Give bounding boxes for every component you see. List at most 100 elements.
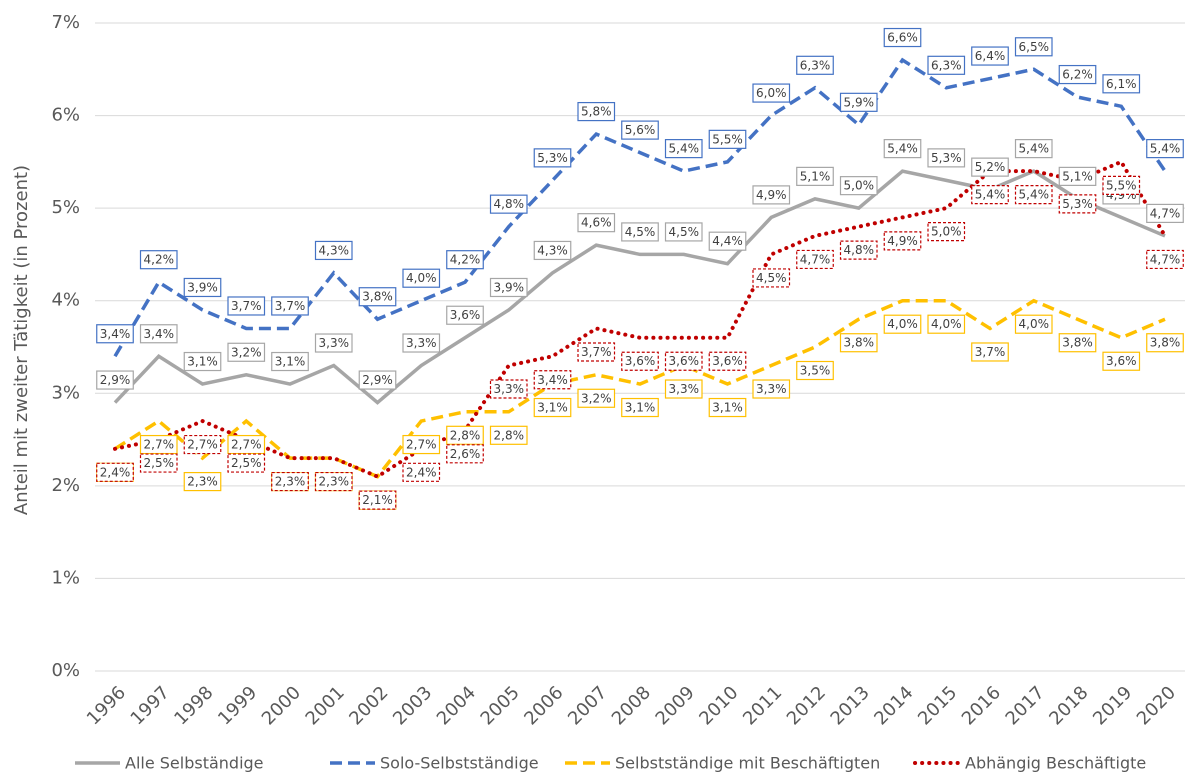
data-label-text: 4,2% <box>144 253 175 267</box>
data-label: 3,7% <box>577 342 616 362</box>
x-tick-label: 2011 <box>739 682 786 729</box>
label-box <box>664 222 703 242</box>
label-box <box>358 287 397 307</box>
data-label-text: 3,6% <box>1106 354 1137 368</box>
data-label-text: 3,5% <box>800 364 831 378</box>
data-label-text: 5,6% <box>625 123 656 137</box>
data-label-text: 5,3% <box>1062 197 1093 211</box>
label-box <box>1014 314 1053 334</box>
data-label: 2,3% <box>271 471 309 492</box>
label-box <box>271 351 309 372</box>
y-tick-label: 4% <box>51 290 80 311</box>
data-label-text: 6,1% <box>1106 77 1137 91</box>
label-box <box>839 240 878 260</box>
label-box <box>402 268 441 288</box>
data-label-text: 5,3% <box>931 151 962 165</box>
label-box <box>752 185 791 205</box>
data-label: 5,3% <box>533 148 572 168</box>
data-label: 3,6% <box>621 351 659 371</box>
data-label-text: 3,7% <box>581 345 612 359</box>
data-label-text: 3,4% <box>144 327 175 341</box>
data-label-text: 6,3% <box>931 58 962 72</box>
data-label: 4,7% <box>1146 249 1184 270</box>
label-box <box>664 351 703 371</box>
legend-label: Solo-Selbstständige <box>380 754 539 773</box>
data-label: 3,3% <box>314 333 353 353</box>
data-label-text: 3,1% <box>712 401 743 415</box>
label-box <box>839 92 878 112</box>
data-label: 2,3% <box>314 471 353 492</box>
data-label-text: 5,4% <box>669 142 700 156</box>
label-box <box>927 148 966 168</box>
y-tick-label: 1% <box>51 567 80 588</box>
data-label: 6,3% <box>796 55 834 75</box>
data-label-text: 2,8% <box>494 428 525 442</box>
data-label-text: 3,8% <box>362 290 393 304</box>
label-box <box>139 324 178 344</box>
data-label-text: 4,0% <box>1019 317 1050 331</box>
label-box <box>1146 203 1184 224</box>
x-tick-label: 1999 <box>214 682 261 729</box>
data-label-text: 5,5% <box>712 132 743 146</box>
data-label-text: 4,0% <box>887 317 918 331</box>
legend-label: Alle Selbständige <box>125 754 264 773</box>
data-label: 4,8% <box>489 194 528 214</box>
data-label-text: 5,5% <box>1106 178 1137 192</box>
data-label: 2,7% <box>183 434 222 455</box>
label-box <box>752 379 791 399</box>
label-box <box>1102 351 1141 371</box>
label-box <box>1014 139 1053 159</box>
data-label-text: 3,4% <box>100 327 131 341</box>
label-box <box>752 83 791 103</box>
data-label: 3,1% <box>621 397 659 418</box>
data-label: 5,5% <box>1102 175 1141 195</box>
x-tick-label: 2020 <box>1133 682 1180 729</box>
data-label-text: 4,7% <box>800 252 831 266</box>
data-label-text: 5,9% <box>844 95 875 109</box>
series-line <box>114 298 1166 479</box>
data-label: 5,0% <box>839 176 878 196</box>
label-box <box>533 148 572 168</box>
data-label: 4,8% <box>839 240 878 260</box>
label-box <box>489 277 528 298</box>
label-box <box>577 101 616 122</box>
data-label: 5,4% <box>1014 139 1053 159</box>
label-box <box>883 139 922 159</box>
label-box <box>96 462 134 482</box>
data-label: 3,7% <box>227 296 266 316</box>
data-label: 2,9% <box>358 370 397 390</box>
label-box <box>446 305 484 325</box>
data-label-text: 2,7% <box>144 438 175 452</box>
data-label: 6,1% <box>1102 74 1141 94</box>
data-label: 3,1% <box>708 397 747 418</box>
data-label-text: 4,3% <box>537 243 568 257</box>
label-box <box>402 333 441 353</box>
x-tick-label: 1996 <box>83 682 130 729</box>
data-label-text: 4,8% <box>844 243 875 257</box>
label-box <box>621 222 659 242</box>
data-label: 6,3% <box>927 55 966 75</box>
label-box <box>489 379 528 399</box>
data-label: 3,8% <box>358 287 397 307</box>
data-label: 4,5% <box>664 222 703 242</box>
data-label: 2,9% <box>96 370 134 390</box>
label-box <box>183 277 222 298</box>
data-label: 5,4% <box>883 139 922 159</box>
data-label: 6,5% <box>1014 37 1053 57</box>
data-label: 3,3% <box>752 379 791 399</box>
y-axis-title: Anteil mit zweiter Tätigkeit (in Prozent… <box>11 165 32 515</box>
data-label-text: 5,4% <box>1150 142 1181 156</box>
data-label: 3,1% <box>533 397 572 418</box>
data-label-text: 3,3% <box>494 382 525 396</box>
data-label-text: 3,1% <box>187 355 218 369</box>
data-label: 3,3% <box>402 333 441 353</box>
data-label: 5,8% <box>577 101 616 122</box>
data-label-text: 3,7% <box>975 345 1006 359</box>
label-box <box>446 250 484 270</box>
data-label: 3,8% <box>1146 333 1184 353</box>
data-label: 3,9% <box>489 277 528 298</box>
data-label: 5,5% <box>708 129 747 149</box>
label-box <box>139 434 178 455</box>
data-label: 5,3% <box>1058 194 1097 214</box>
